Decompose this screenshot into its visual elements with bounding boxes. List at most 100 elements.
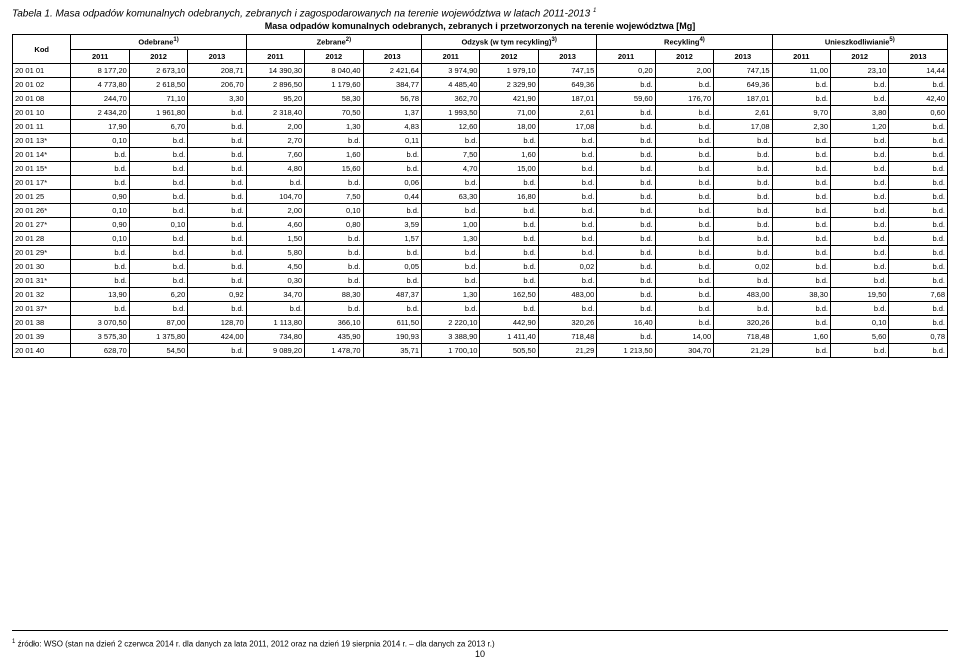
- cell-value: 1,50: [246, 231, 304, 245]
- cell-value: 88,30: [305, 287, 363, 301]
- cell-code: 20 01 31*: [13, 273, 71, 287]
- cell-code: 20 01 15*: [13, 161, 71, 175]
- cell-value: b.d.: [714, 147, 772, 161]
- col-header-year: 2012: [129, 49, 187, 63]
- cell-value: 0,11: [363, 133, 421, 147]
- table-row: 20 01 14*b.d.b.d.b.d.7,601,60b.d.7,501,6…: [13, 147, 948, 161]
- table-row: 20 01 280,10b.d.b.d.1,50b.d.1,571,30b.d.…: [13, 231, 948, 245]
- cell-value: 1,60: [480, 147, 538, 161]
- cell-value: b.d.: [305, 273, 363, 287]
- cell-value: 8 177,20: [71, 63, 129, 77]
- cell-value: 2 896,50: [246, 77, 304, 91]
- cell-value: 7,60: [246, 147, 304, 161]
- cell-code: 20 01 08: [13, 91, 71, 105]
- cell-value: 19,50: [831, 287, 889, 301]
- col-header-year: 2013: [538, 49, 596, 63]
- header-row-groups: KodOdebrane1)Zebrane2)Odzysk (w tym recy…: [13, 35, 948, 50]
- cell-value: b.d.: [831, 189, 889, 203]
- cell-value: 2 220,10: [422, 315, 480, 329]
- cell-value: b.d.: [655, 147, 713, 161]
- table-row: 20 01 08244,7071,103,3095,2058,3056,7836…: [13, 91, 948, 105]
- cell-value: 1 478,70: [305, 343, 363, 357]
- cell-value: b.d.: [831, 343, 889, 357]
- cell-value: 2,00: [655, 63, 713, 77]
- cell-value: b.d.: [772, 217, 830, 231]
- cell-value: b.d.: [305, 133, 363, 147]
- cell-value: 0,10: [71, 231, 129, 245]
- cell-value: 2,00: [246, 119, 304, 133]
- footnote-sup: 1: [12, 639, 15, 645]
- col-header-year: 2013: [714, 49, 772, 63]
- cell-value: b.d.: [538, 175, 596, 189]
- cell-value: 18,00: [480, 119, 538, 133]
- cell-value: 0,44: [363, 189, 421, 203]
- cell-value: b.d.: [597, 119, 655, 133]
- cell-value: b.d.: [188, 245, 246, 259]
- cell-value: b.d.: [480, 217, 538, 231]
- cell-value: b.d.: [889, 147, 948, 161]
- cell-value: b.d.: [363, 147, 421, 161]
- cell-value: b.d.: [597, 147, 655, 161]
- cell-value: 15,00: [480, 161, 538, 175]
- cell-code: 20 01 39: [13, 329, 71, 343]
- cell-value: b.d.: [772, 301, 830, 315]
- cell-value: 3 974,90: [422, 63, 480, 77]
- cell-value: b.d.: [714, 231, 772, 245]
- col-group-header: Unieszkodliwianie5): [772, 35, 947, 50]
- data-table: KodOdebrane1)Zebrane2)Odzysk (w tym recy…: [12, 34, 948, 358]
- col-group-header: Zebrane2): [246, 35, 421, 50]
- cell-code: 20 01 40: [13, 343, 71, 357]
- cell-value: b.d.: [889, 259, 948, 273]
- cell-value: 1 213,50: [597, 343, 655, 357]
- cell-value: b.d.: [305, 259, 363, 273]
- col-header-year: 2011: [772, 49, 830, 63]
- cell-value: b.d.: [655, 77, 713, 91]
- cell-value: 747,15: [714, 63, 772, 77]
- cell-value: b.d.: [831, 133, 889, 147]
- cell-value: b.d.: [363, 273, 421, 287]
- cell-value: b.d.: [714, 133, 772, 147]
- cell-value: 3 388,90: [422, 329, 480, 343]
- table-row: 20 01 26*0,10b.d.b.d.2,000,10b.d.b.d.b.d…: [13, 203, 948, 217]
- cell-value: b.d.: [597, 231, 655, 245]
- cell-value: b.d.: [831, 91, 889, 105]
- cell-value: 16,80: [480, 189, 538, 203]
- cell-code: 20 01 01: [13, 63, 71, 77]
- cell-value: 483,00: [714, 287, 772, 301]
- table-row: 20 01 018 177,202 673,10208,7114 390,308…: [13, 63, 948, 77]
- cell-value: 190,93: [363, 329, 421, 343]
- cell-value: 3,30: [188, 91, 246, 105]
- cell-value: b.d.: [538, 273, 596, 287]
- cell-value: b.d.: [889, 119, 948, 133]
- cell-value: b.d.: [246, 175, 304, 189]
- cell-value: b.d.: [480, 273, 538, 287]
- cell-value: b.d.: [129, 175, 187, 189]
- cell-code: 20 01 29*: [13, 245, 71, 259]
- cell-value: 15,60: [305, 161, 363, 175]
- cell-value: b.d.: [655, 105, 713, 119]
- cell-value: b.d.: [655, 133, 713, 147]
- cell-value: 1,57: [363, 231, 421, 245]
- cell-value: b.d.: [772, 161, 830, 175]
- cell-value: b.d.: [889, 203, 948, 217]
- cell-value: 421,90: [480, 91, 538, 105]
- cell-value: b.d.: [305, 231, 363, 245]
- cell-value: 320,26: [538, 315, 596, 329]
- cell-value: 0,02: [538, 259, 596, 273]
- cell-value: b.d.: [597, 301, 655, 315]
- cell-value: 14,44: [889, 63, 948, 77]
- cell-value: b.d.: [772, 189, 830, 203]
- cell-value: b.d.: [480, 301, 538, 315]
- cell-value: b.d.: [772, 259, 830, 273]
- cell-value: b.d.: [71, 161, 129, 175]
- cell-value: b.d.: [480, 133, 538, 147]
- cell-value: b.d.: [655, 189, 713, 203]
- cell-value: 5,60: [831, 329, 889, 343]
- header-row-years: 2011201220132011201220132011201220132011…: [13, 49, 948, 63]
- cell-value: b.d.: [71, 259, 129, 273]
- cell-value: 1 993,50: [422, 105, 480, 119]
- table-row: 20 01 15*b.d.b.d.b.d.4,8015,60b.d.4,7015…: [13, 161, 948, 175]
- cell-value: 0,10: [71, 203, 129, 217]
- cell-value: b.d.: [831, 259, 889, 273]
- cell-value: b.d.: [71, 175, 129, 189]
